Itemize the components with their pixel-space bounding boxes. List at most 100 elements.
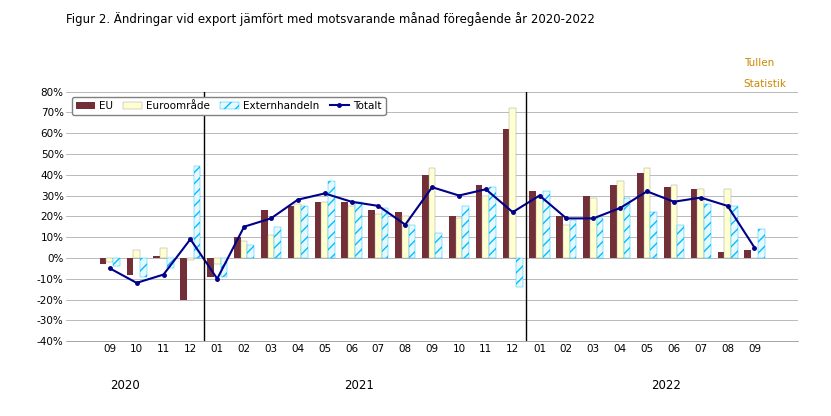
Bar (529, 191, 536, 258)
Totalt (185, 237, 195, 242)
Bar (133, 250, 140, 258)
Bar (449, 216, 455, 258)
Totalt (347, 199, 356, 204)
Totalt (159, 272, 169, 277)
Bar (725, 189, 731, 258)
Totalt (266, 216, 276, 221)
Bar (409, 225, 416, 258)
Bar (140, 258, 147, 277)
Bar (563, 225, 570, 258)
Bar (516, 258, 523, 287)
Bar (396, 212, 402, 258)
Bar (583, 196, 590, 258)
Bar (180, 258, 187, 300)
Bar (167, 258, 174, 268)
Bar (651, 212, 657, 258)
Bar (402, 216, 409, 258)
Totalt (481, 187, 491, 192)
Bar (126, 258, 133, 275)
Bar (590, 198, 597, 258)
Bar (664, 187, 671, 258)
Bar (422, 175, 429, 258)
Bar (194, 166, 200, 258)
Bar (610, 185, 617, 258)
Totalt (212, 276, 222, 281)
Bar (207, 258, 214, 277)
Totalt (534, 193, 544, 198)
Totalt (293, 197, 302, 202)
Legend: EU, Euroområde, Externhandeln, Totalt: EU, Euroområde, Externhandeln, Totalt (71, 97, 386, 115)
Bar (476, 185, 483, 258)
Bar (697, 189, 704, 258)
Bar (274, 227, 281, 258)
Bar (100, 258, 106, 264)
Bar (671, 185, 677, 258)
Totalt (239, 224, 249, 229)
Bar (637, 173, 644, 258)
Bar (381, 208, 388, 258)
Bar (368, 210, 375, 258)
Bar (288, 206, 294, 258)
Totalt (427, 185, 437, 190)
Bar (717, 252, 725, 258)
Totalt (723, 203, 733, 208)
Text: 2022: 2022 (652, 379, 681, 391)
Bar (704, 204, 711, 258)
Bar (261, 210, 268, 258)
Text: 2021: 2021 (344, 379, 374, 391)
Bar (315, 202, 322, 258)
Bar (106, 258, 113, 262)
Bar (435, 233, 442, 258)
Bar (745, 250, 751, 258)
Totalt (131, 280, 141, 285)
Bar (509, 108, 516, 258)
Bar (731, 206, 738, 258)
Bar (234, 237, 241, 258)
Bar (241, 241, 248, 258)
Text: Statistik: Statistik (744, 79, 787, 89)
Bar (322, 202, 328, 258)
Bar (154, 256, 160, 258)
Bar (301, 206, 308, 258)
Totalt (642, 189, 652, 194)
Text: 2020: 2020 (110, 379, 140, 391)
Bar (623, 198, 630, 258)
Bar (455, 218, 462, 258)
Totalt (750, 245, 760, 250)
Bar (248, 245, 254, 258)
Bar (644, 168, 651, 258)
Bar (483, 196, 489, 258)
Totalt (588, 216, 598, 221)
Bar (429, 168, 435, 258)
Bar (348, 206, 355, 258)
Bar (342, 202, 348, 258)
Totalt (454, 193, 464, 198)
Bar (294, 204, 301, 258)
Totalt (373, 203, 383, 208)
Totalt (696, 195, 706, 200)
Bar (113, 258, 120, 266)
Bar (214, 258, 220, 264)
Bar (691, 189, 697, 258)
Bar (355, 202, 361, 258)
Bar (570, 220, 577, 258)
Bar (758, 229, 765, 258)
Bar (375, 214, 381, 258)
Bar (462, 206, 469, 258)
Bar (503, 129, 509, 258)
Bar (187, 258, 194, 260)
Totalt (320, 191, 330, 196)
Bar (556, 216, 563, 258)
Bar (160, 248, 167, 258)
Totalt (562, 216, 572, 221)
Bar (597, 218, 603, 258)
Totalt (508, 210, 518, 215)
Bar (489, 187, 496, 258)
Line: Totalt: Totalt (108, 186, 756, 285)
Bar (677, 225, 684, 258)
Bar (543, 191, 549, 258)
Totalt (669, 199, 679, 204)
Bar (268, 235, 274, 258)
Bar (536, 196, 543, 258)
Totalt (401, 222, 411, 227)
